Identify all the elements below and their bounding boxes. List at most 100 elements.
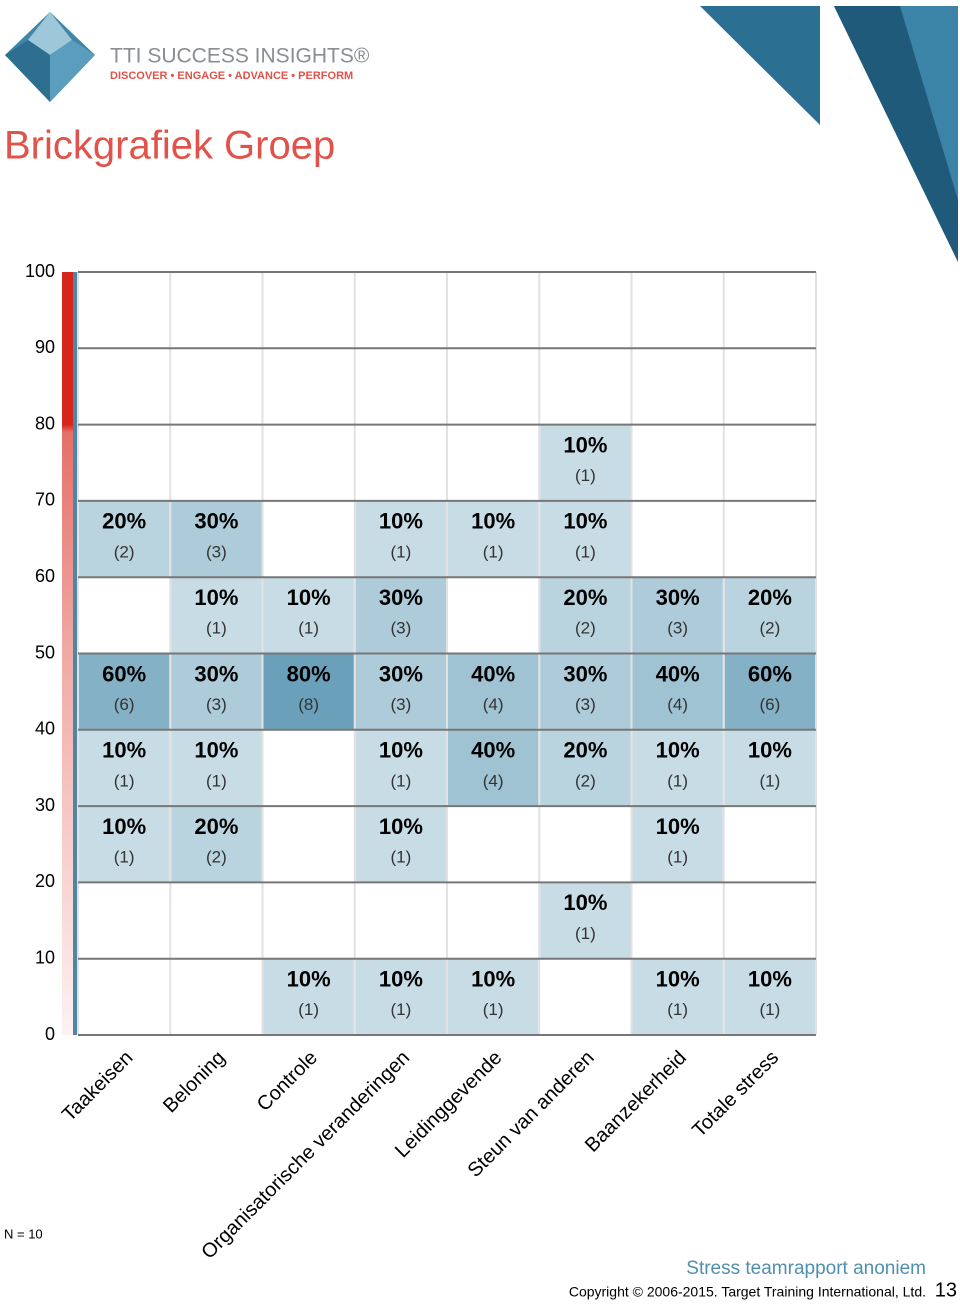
brick-percent: 10% (656, 967, 700, 992)
brick (79, 500, 170, 578)
brand: TTI SUCCESS INSIGHTS® (110, 45, 370, 68)
brick (171, 729, 262, 807)
brick-count: (1) (298, 619, 319, 638)
brick-count: (4) (483, 695, 504, 714)
y-tick-label: 50 (35, 642, 55, 662)
y-tick-label: 60 (35, 566, 55, 586)
brick-count: (1) (390, 848, 411, 867)
brick-percent: 20% (748, 585, 792, 610)
brick-percent: 10% (471, 509, 515, 534)
brick (79, 653, 170, 730)
brick-percent: 10% (379, 509, 423, 534)
brick-percent: 10% (102, 738, 146, 763)
brick (355, 729, 446, 807)
brick-count: (6) (114, 695, 135, 714)
y-tick-label: 90 (35, 337, 55, 357)
brick-count: (3) (390, 695, 411, 714)
y-tick-label: 30 (35, 795, 55, 815)
brick-percent: 20% (563, 738, 607, 763)
brick (540, 882, 631, 959)
brick (540, 729, 631, 807)
brick (171, 500, 262, 578)
brick-count: (3) (667, 619, 688, 638)
brick (724, 653, 815, 730)
brick-count: (1) (667, 771, 688, 790)
brick-percent: 40% (471, 661, 515, 686)
brick-percent: 10% (748, 967, 792, 992)
brick-count: (1) (575, 466, 596, 485)
brick (632, 806, 723, 883)
logo (5, 12, 95, 102)
brick-count: (3) (206, 542, 227, 561)
y-tick-label: 100 (25, 261, 55, 281)
brick-percent: 60% (748, 661, 792, 686)
brick-count: (1) (759, 1000, 780, 1019)
brick-count: (1) (759, 771, 780, 790)
y-tick-label: 10 (35, 947, 55, 967)
brick (355, 653, 446, 730)
brick-count: (1) (206, 771, 227, 790)
brick (79, 729, 170, 807)
decoration (834, 6, 958, 262)
brick-percent: 10% (563, 890, 607, 915)
brick-count: (1) (390, 1000, 411, 1019)
brick (355, 958, 446, 1035)
y-tick-label: 40 (35, 719, 55, 739)
brick-percent: 10% (748, 738, 792, 763)
brick (263, 958, 354, 1035)
brick (448, 729, 539, 807)
x-tick-label: Beloning (159, 1047, 230, 1118)
brick-percent: 40% (471, 738, 515, 763)
brick-count: (3) (575, 695, 596, 714)
brick-count: (1) (667, 848, 688, 867)
y-tick-label: 0 (45, 1024, 55, 1044)
brick-count: (2) (575, 771, 596, 790)
brick-percent: 20% (194, 814, 238, 839)
brick-count: (2) (114, 542, 135, 561)
brick-count: (2) (575, 619, 596, 638)
brick-count: (1) (114, 848, 135, 867)
brick-percent: 10% (471, 967, 515, 992)
brick-percent: 30% (379, 661, 423, 686)
brick (79, 806, 170, 883)
y-tick-label: 80 (35, 413, 55, 433)
brick-count: (1) (390, 771, 411, 790)
brick-count: (2) (759, 619, 780, 638)
brick (355, 806, 446, 883)
x-tick-label: Organisatorische veranderingen (197, 1047, 414, 1264)
brick (632, 958, 723, 1035)
brick-percent: 10% (194, 585, 238, 610)
brick (448, 500, 539, 578)
brick (632, 729, 723, 807)
brick-percent: 20% (102, 509, 146, 534)
brick-percent: 30% (656, 585, 700, 610)
brick-count: (6) (759, 695, 780, 714)
brick-count: (2) (206, 848, 227, 867)
decoration (700, 6, 820, 125)
brick (171, 577, 262, 654)
x-tick-label: Totale stress (688, 1047, 783, 1142)
brick-percent: 10% (563, 509, 607, 534)
brick-percent: 40% (656, 661, 700, 686)
brick-percent: 60% (102, 661, 146, 686)
brick (171, 653, 262, 730)
x-tick-label: Taakeisen (58, 1047, 137, 1126)
axis-line (73, 272, 78, 1035)
brick-percent: 10% (563, 432, 607, 457)
brick-count: (8) (298, 695, 319, 714)
brick-percent: 30% (563, 661, 607, 686)
y-tick-label: 20 (35, 871, 55, 891)
brick-count: (1) (575, 542, 596, 561)
brick (724, 958, 815, 1035)
brick-count: (1) (114, 771, 135, 790)
brick-count: (1) (483, 1000, 504, 1019)
brick-count: (1) (483, 542, 504, 561)
brick (540, 500, 631, 578)
brick (448, 653, 539, 730)
brick-percent: 30% (379, 585, 423, 610)
brick-count: (4) (667, 695, 688, 714)
brick (355, 577, 446, 654)
brick-percent: 10% (379, 967, 423, 992)
